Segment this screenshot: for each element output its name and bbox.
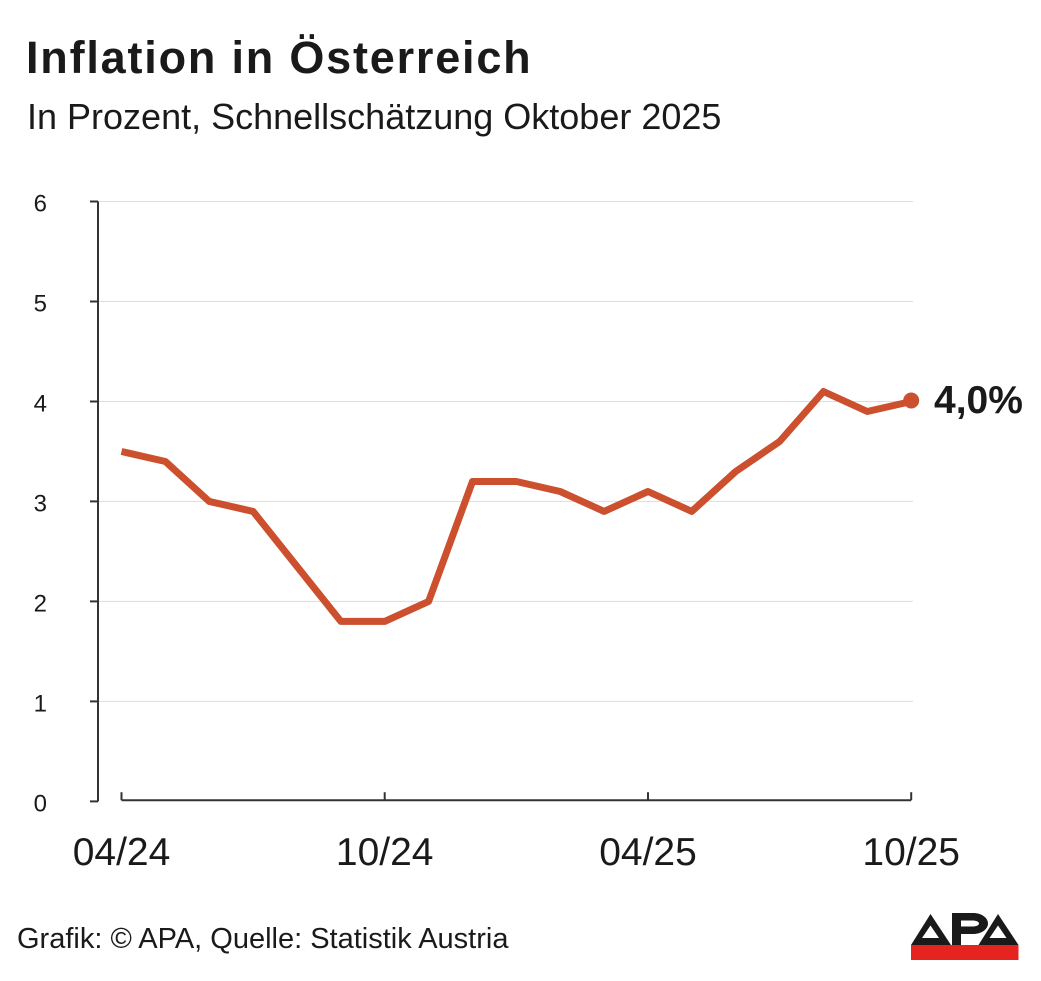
svg-text:10/24: 10/24: [336, 831, 434, 874]
svg-text:5: 5: [34, 291, 47, 318]
svg-text:1: 1: [34, 690, 47, 717]
svg-text:4: 4: [34, 391, 47, 418]
svg-text:10/25: 10/25: [862, 831, 960, 874]
svg-text:2: 2: [34, 590, 47, 617]
svg-text:04/24: 04/24: [73, 831, 171, 874]
svg-text:3: 3: [34, 490, 47, 517]
svg-text:4,0%: 4,0%: [934, 379, 1023, 422]
svg-text:04/25: 04/25: [599, 831, 697, 874]
svg-text:6: 6: [34, 191, 47, 218]
svg-text:0: 0: [34, 790, 47, 817]
